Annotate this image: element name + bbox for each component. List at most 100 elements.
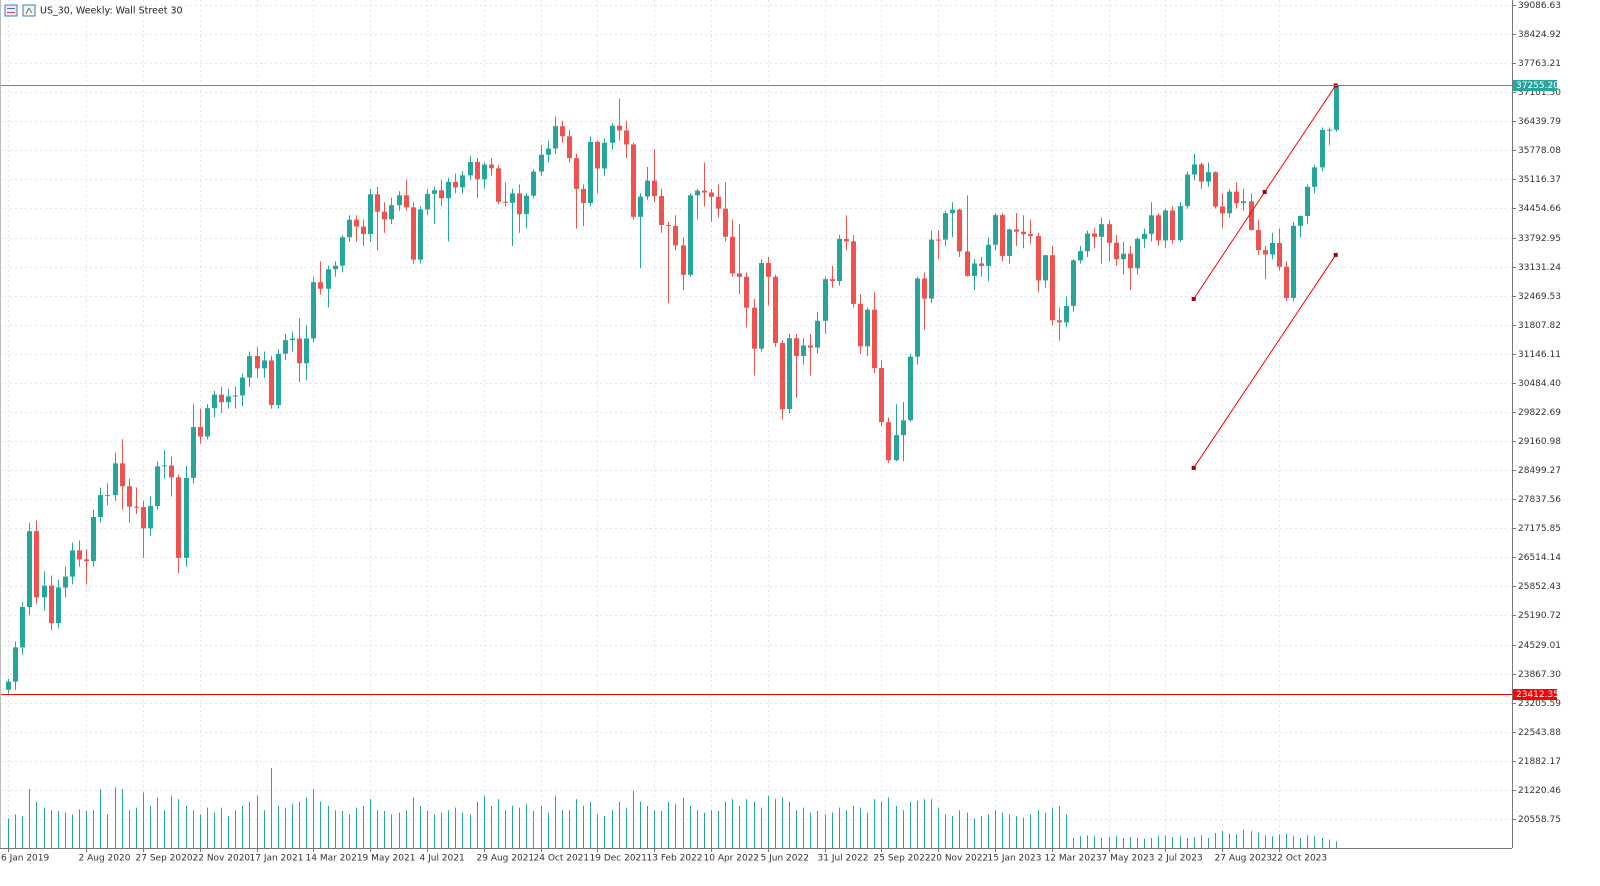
y-tick-label: 25852.43 bbox=[1518, 582, 1561, 592]
candle-body bbox=[162, 465, 167, 467]
candle-body bbox=[127, 486, 132, 507]
candle-body bbox=[297, 338, 302, 364]
menu-icon[interactable] bbox=[4, 4, 18, 17]
candle-body bbox=[865, 309, 870, 347]
candle-body bbox=[823, 279, 828, 321]
candle-body bbox=[844, 238, 849, 242]
candle-body bbox=[546, 148, 551, 155]
icon-line bbox=[28, 7, 33, 14]
candle-body bbox=[830, 279, 835, 282]
candle-body bbox=[368, 194, 373, 234]
candle-body bbox=[595, 141, 600, 169]
candle-body bbox=[815, 320, 820, 348]
candle-body bbox=[1334, 85, 1339, 130]
y-tick-label: 23867.30 bbox=[1518, 670, 1561, 680]
trend-line bbox=[1193, 254, 1337, 469]
x-tick-label: 27 Sep 2020 bbox=[136, 854, 193, 864]
candle-body bbox=[475, 161, 480, 180]
candle-body bbox=[1036, 236, 1041, 281]
candle-body bbox=[957, 209, 962, 252]
candle-body bbox=[226, 396, 231, 403]
candle-body bbox=[737, 273, 742, 277]
candle-body bbox=[148, 506, 153, 529]
candle-body bbox=[965, 251, 970, 276]
trend-anchor bbox=[1191, 465, 1196, 470]
candle-body bbox=[1185, 174, 1190, 207]
candle-body bbox=[759, 263, 764, 349]
candle-body bbox=[361, 226, 366, 234]
x-tick-label: 22 Oct 2023 bbox=[1272, 854, 1328, 864]
y-tick-label: 38424.92 bbox=[1518, 30, 1561, 40]
candle-body bbox=[986, 244, 991, 266]
candle-body bbox=[858, 303, 863, 347]
trend-anchor bbox=[1191, 296, 1196, 301]
candle-body bbox=[972, 263, 977, 276]
candle-body bbox=[134, 506, 139, 508]
x-tick-label: 2 Aug 2020 bbox=[79, 854, 131, 864]
candle-body bbox=[1170, 210, 1175, 241]
candle-body bbox=[247, 355, 252, 378]
candle-body bbox=[659, 196, 664, 225]
y-tick-label: 20558.75 bbox=[1518, 815, 1561, 825]
volume-layer bbox=[8, 768, 1337, 848]
candle-body bbox=[979, 263, 984, 266]
y-tick-label: 23205.59 bbox=[1518, 699, 1561, 709]
candle-body bbox=[13, 647, 18, 682]
candle-body bbox=[1107, 224, 1112, 243]
chart-icon[interactable] bbox=[22, 4, 36, 17]
candle-body bbox=[673, 225, 678, 246]
candle-body bbox=[666, 224, 671, 226]
candle-body bbox=[91, 516, 96, 562]
candle-body bbox=[382, 211, 387, 220]
y-tick-label: 39086.63 bbox=[1518, 1, 1561, 11]
candle-body bbox=[468, 161, 473, 176]
trend-anchor bbox=[1333, 252, 1338, 257]
candle-body bbox=[872, 309, 877, 369]
candle-body bbox=[581, 188, 586, 203]
candle-body bbox=[567, 136, 572, 159]
candle-body bbox=[1291, 225, 1296, 298]
y-tick-label: 32469.53 bbox=[1518, 292, 1561, 302]
candle-body bbox=[1192, 164, 1197, 175]
candle-body bbox=[34, 531, 39, 598]
candle-body bbox=[1043, 255, 1048, 281]
x-tick-label: 7 May 2023 bbox=[1102, 854, 1155, 864]
candle-body bbox=[1078, 251, 1083, 261]
candle-body bbox=[6, 681, 11, 690]
candle-body bbox=[915, 278, 920, 357]
candle-body bbox=[787, 338, 792, 410]
x-tick-label: 13 Feb 2022 bbox=[647, 854, 703, 864]
x-tick-label: 9 May 2021 bbox=[363, 854, 416, 864]
candle-body bbox=[489, 164, 494, 169]
candle-body bbox=[311, 282, 316, 339]
x-tick-label: 2 Jul 2023 bbox=[1158, 854, 1203, 864]
candle-body bbox=[1270, 242, 1275, 255]
price-label: 23412.35 bbox=[1516, 690, 1559, 700]
price-label: 37255.20 bbox=[1516, 81, 1559, 91]
candle-body bbox=[176, 477, 181, 558]
candle-body bbox=[588, 141, 593, 203]
candle-body bbox=[1312, 167, 1317, 187]
y-tick-label: 33792.95 bbox=[1518, 234, 1561, 244]
candle-body bbox=[517, 193, 522, 215]
candle-body bbox=[531, 171, 536, 196]
candle-body bbox=[56, 587, 61, 624]
chart-title: US_30, Weekly: Wall Street 30 bbox=[40, 6, 183, 17]
y-tick-label: 27837.56 bbox=[1518, 495, 1561, 505]
candle-body bbox=[304, 338, 309, 364]
y-tick-label: 22543.88 bbox=[1518, 728, 1561, 738]
candle-body bbox=[404, 195, 409, 208]
candle-body bbox=[1000, 215, 1005, 256]
x-tick-label: 19 Dec 2021 bbox=[590, 854, 648, 864]
y-tick-label: 37101.50 bbox=[1518, 88, 1561, 98]
x-tick-label: 24 Oct 2021 bbox=[534, 854, 590, 864]
candle-body bbox=[1085, 233, 1090, 252]
candle-body bbox=[113, 463, 118, 496]
candle-body bbox=[326, 269, 331, 289]
candle-body bbox=[255, 355, 260, 369]
y-tick-label: 27175.85 bbox=[1518, 524, 1561, 534]
candle-body bbox=[773, 276, 778, 343]
candle-body bbox=[1071, 260, 1076, 306]
